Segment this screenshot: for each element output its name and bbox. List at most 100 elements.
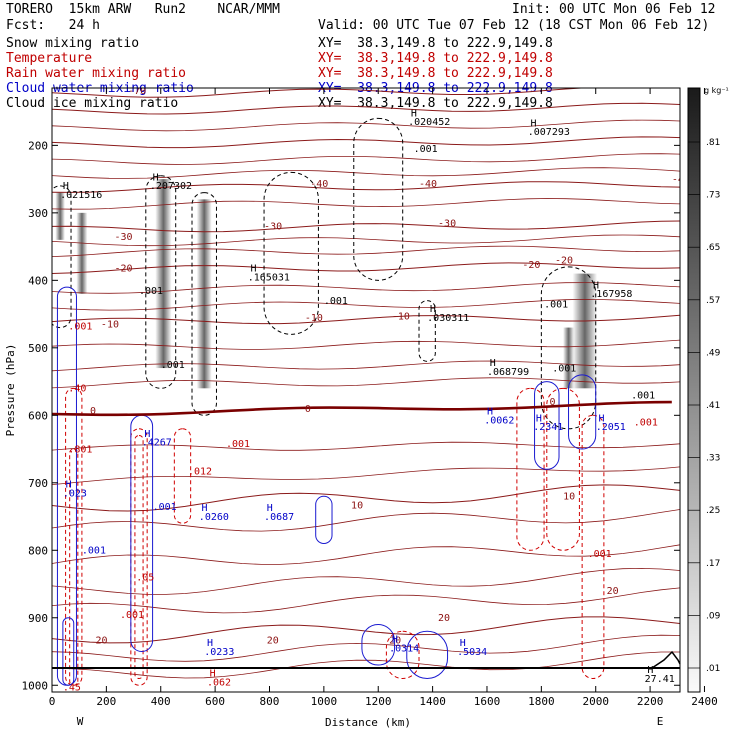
maximum-value: .0687 (264, 512, 294, 523)
x-tick-label: 1800 (528, 695, 555, 708)
temperature-label: 0 (550, 397, 556, 408)
snow-contour (353, 117, 404, 281)
init-time: Init: 00 UTC Mon 06 Feb 12 (512, 2, 716, 17)
temperature-label: -40 (310, 179, 328, 190)
temperature-contour (52, 198, 680, 210)
temperature-contour (52, 282, 680, 294)
temperature-label: -10 (101, 320, 119, 331)
temperature-contour (52, 220, 680, 233)
x-tick-label: 800 (260, 695, 280, 708)
snow-contour (263, 171, 319, 335)
temperature-label: 0 (305, 404, 311, 415)
cloudwater-contour (62, 617, 75, 686)
snow-contour (145, 175, 177, 389)
temperature-label: 10 (563, 492, 575, 503)
snow-shading (563, 327, 574, 389)
temperature-contour (52, 377, 680, 389)
temperature-contour (52, 234, 680, 247)
colorbar-tick-label: .01 (706, 664, 720, 674)
rain-contour (134, 435, 144, 680)
terrain-peak (651, 650, 681, 669)
temperature-contour (52, 567, 680, 595)
x-tick-label: 1600 (474, 695, 501, 708)
colorbar-tick-label: .17 (706, 559, 720, 569)
field-rain-name: Rain water mixing ratio (6, 66, 187, 81)
colorbar-ticks: .01 .09 .17 .25 .33 .41 .49 .57 .65 .73 .81 (688, 138, 721, 674)
y-tick-label: 1000 (22, 679, 49, 692)
maximum-mark: H (490, 358, 496, 369)
contour-value-label: .001 (82, 546, 106, 557)
temperature-label: -20 (555, 255, 573, 266)
temperature-contour (52, 544, 680, 565)
maximum-mark: H (210, 668, 216, 679)
contour-value-label: .001 (153, 502, 177, 513)
maximum-mark: H (487, 407, 493, 418)
snow-shading-layer (55, 179, 598, 389)
temperature-label: 0 (90, 406, 96, 417)
maximum-value: .023 (63, 488, 87, 499)
temperature-contour (52, 634, 680, 662)
x-tick-label: 0 (49, 695, 56, 708)
maximum-mark: H (250, 264, 256, 275)
cloudwater-contour (534, 381, 560, 470)
contour-value-label: .801 (68, 444, 92, 455)
rain-contour (385, 630, 420, 680)
maximum-value: .068799 (487, 367, 529, 378)
x-tick-label: 1400 (419, 695, 446, 708)
snow-shading (196, 199, 212, 389)
temperature-label: -30 (438, 218, 456, 229)
rain-contour (65, 387, 83, 686)
temperature-contour (52, 466, 680, 485)
rain-contour (130, 428, 148, 686)
temperature-label: -20 (115, 264, 133, 275)
maximum-value: 27.41 (645, 674, 675, 685)
snow-shading (55, 192, 65, 240)
maximum-value: .021516 (60, 190, 102, 201)
maximum-value: .165031 (248, 272, 290, 283)
contour-value-label: .001 (139, 286, 163, 297)
y-tick-label: 900 (28, 612, 48, 625)
contour-value-label: .012 (188, 467, 212, 478)
snow-shading (155, 179, 172, 369)
temperature-contour (52, 509, 680, 532)
temperature-label: -20 (522, 260, 540, 271)
temperature-contours (52, 88, 680, 679)
temperature-contour (52, 360, 680, 372)
field-cloudice-name: Cloud ice mixing ratio (6, 96, 179, 111)
temperature-label: -70 (291, 78, 309, 89)
maximum-value: .5034 (457, 647, 487, 658)
freezing-level (52, 400, 672, 417)
contour-value-label: .001 (544, 299, 568, 310)
temperature-label: -30 (115, 232, 133, 243)
x-tick-label: 2400 (691, 695, 718, 708)
contour-value-label: .001 (68, 322, 92, 333)
colorbar-tick-label: .41 (706, 401, 720, 411)
maximum-mark: H (144, 429, 150, 440)
y-tick-label: 300 (28, 207, 48, 220)
contour-value-label: .001 (161, 360, 185, 371)
maximum-value: .0062 (484, 415, 514, 426)
maximum-mark: H (460, 638, 466, 649)
maximum-mark: H (267, 503, 273, 514)
temperature-label: 20 (95, 635, 107, 646)
y-tick-label: 400 (28, 274, 48, 287)
contour-value-label: .001 (634, 417, 658, 428)
maximum-mark: H (530, 118, 536, 129)
maximum-value: .007293 (528, 127, 570, 138)
temperature-contour (52, 102, 680, 115)
maximum-mark: H (63, 181, 69, 192)
maximum-mark: H (647, 665, 653, 676)
temperature-label: -40 (419, 179, 437, 190)
maximum-mark: H (207, 638, 213, 649)
x-axis-label: Distance (km) (325, 716, 411, 729)
y-tick-label: 700 (28, 477, 48, 490)
temperature-contour (52, 587, 680, 614)
contour-value-label: .45 (63, 683, 81, 694)
valid-time: Valid: 00 UTC Tue 07 Feb 12 (18 CST Mon … (318, 18, 710, 33)
colorbar-unit: g kg⁻¹ (704, 86, 729, 95)
maximum-value: .4267 (142, 438, 172, 449)
contour-value-label: .001 (588, 549, 612, 560)
temperature-label: -40 (672, 174, 690, 185)
x-tick-label: 1200 (365, 695, 392, 708)
forecast-hour: Fcst: 24 h (6, 18, 100, 33)
